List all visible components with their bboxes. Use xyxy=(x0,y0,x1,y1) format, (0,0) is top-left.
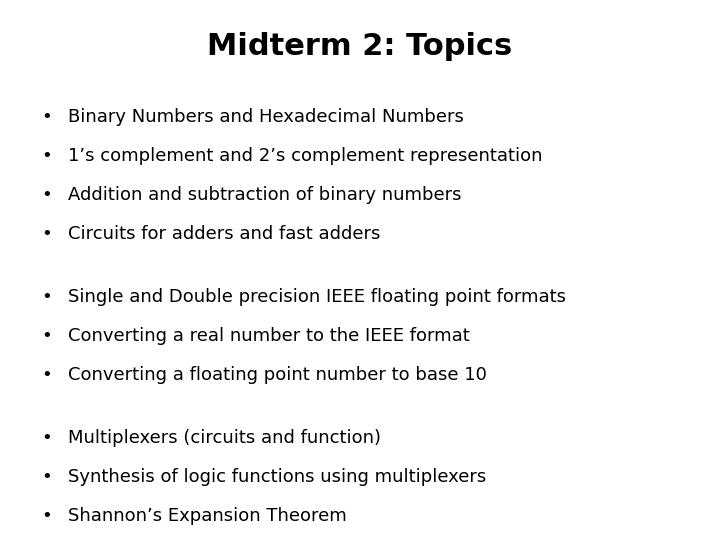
Text: •: • xyxy=(42,186,52,204)
Text: Circuits for adders and fast adders: Circuits for adders and fast adders xyxy=(68,225,381,242)
Text: Addition and subtraction of binary numbers: Addition and subtraction of binary numbe… xyxy=(68,186,462,204)
Text: •: • xyxy=(42,468,52,485)
Text: •: • xyxy=(42,507,52,524)
Text: Single and Double precision IEEE floating point formats: Single and Double precision IEEE floatin… xyxy=(68,288,567,306)
Text: Converting a real number to the IEEE format: Converting a real number to the IEEE for… xyxy=(68,327,470,345)
Text: •: • xyxy=(42,327,52,345)
Text: Shannon’s Expansion Theorem: Shannon’s Expansion Theorem xyxy=(68,507,347,524)
Text: •: • xyxy=(42,366,52,383)
Text: •: • xyxy=(42,225,52,242)
Text: Midterm 2: Topics: Midterm 2: Topics xyxy=(207,32,513,62)
Text: 1’s complement and 2’s complement representation: 1’s complement and 2’s complement repres… xyxy=(68,147,543,165)
Text: Multiplexers (circuits and function): Multiplexers (circuits and function) xyxy=(68,429,382,447)
Text: •: • xyxy=(42,147,52,165)
Text: •: • xyxy=(42,288,52,306)
Text: Synthesis of logic functions using multiplexers: Synthesis of logic functions using multi… xyxy=(68,468,487,485)
Text: Binary Numbers and Hexadecimal Numbers: Binary Numbers and Hexadecimal Numbers xyxy=(68,108,464,126)
Text: •: • xyxy=(42,108,52,126)
Text: Converting a floating point number to base 10: Converting a floating point number to ba… xyxy=(68,366,487,383)
Text: •: • xyxy=(42,429,52,447)
